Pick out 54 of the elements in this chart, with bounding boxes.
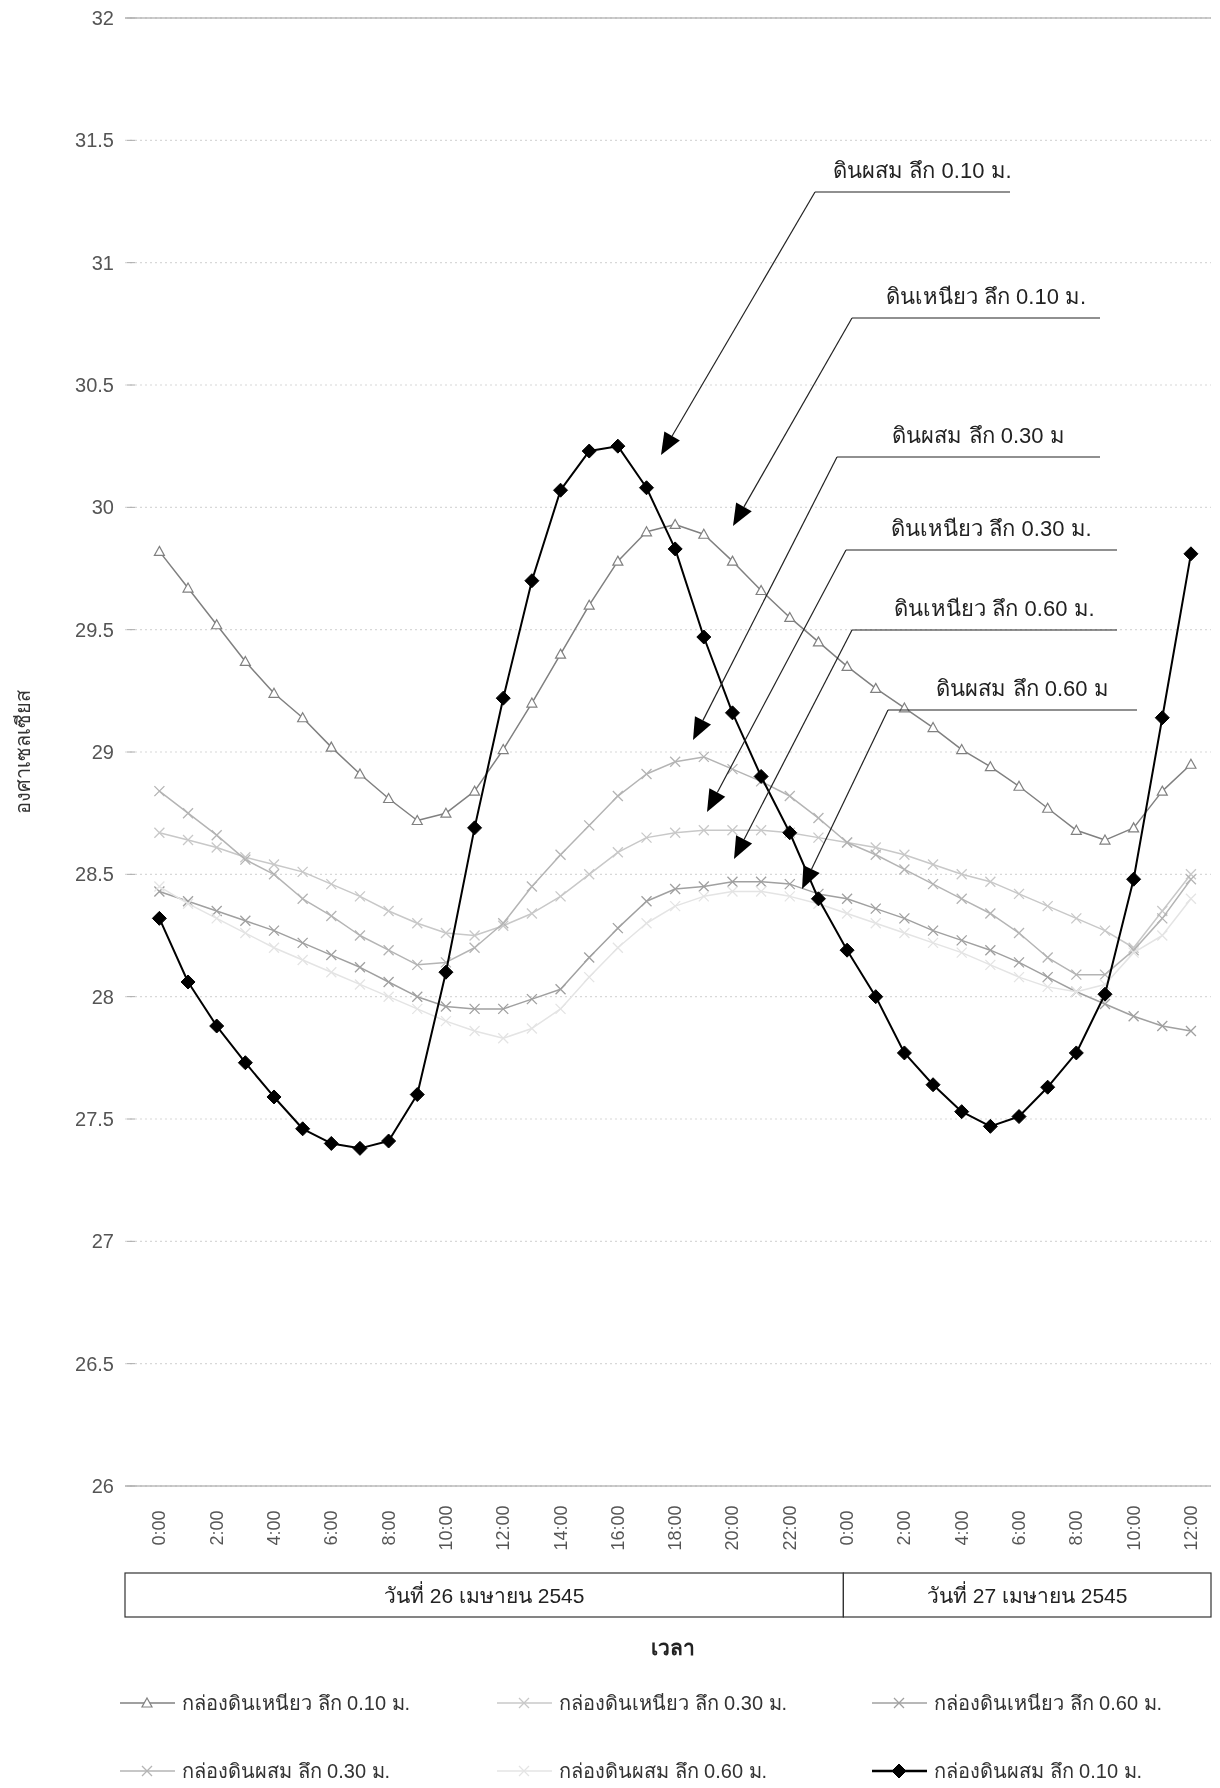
y-tick-label: 28.5	[75, 863, 114, 886]
y-tick-label: 32	[91, 7, 114, 29]
legend-label: กล่องดินผสม ลึก 0.10 ม.	[934, 1760, 1143, 1782]
y-tick-label: 30.5	[75, 374, 114, 396]
y-tick-label: 31.5	[75, 129, 114, 152]
x-tick-label: 4:00	[264, 1510, 284, 1546]
x-tick-label: 6:00	[1009, 1510, 1030, 1546]
legend-item: กล่องดินเหนียว ลึก 0.10 ม.	[119, 1692, 411, 1714]
annotation: ดินผสม ลึก 0.10 ม.	[833, 158, 1012, 183]
text: วันที่ 27 เมษายน 2545	[926, 1581, 1128, 1607]
x-tick-label: 10:00	[435, 1505, 456, 1551]
x-tick-label: 8:00	[378, 1510, 399, 1546]
legend-label: กล่องดินเหนียว ลึก 0.60 ม.	[934, 1692, 1163, 1714]
y-tick-label: 31	[91, 251, 114, 274]
x-tick-label: 22:00	[779, 1505, 800, 1551]
x-tick-label: 18:00	[665, 1505, 686, 1551]
x-tick-label: 16:00	[607, 1505, 628, 1551]
y-tick-label: 30	[91, 496, 114, 519]
legend-label: กล่องดินเหนียว ลึก 0.30 ม.	[559, 1692, 788, 1714]
annotation: ดินผสม ลึก 0.60 ม	[936, 676, 1109, 701]
y-tick-label: 26	[91, 1475, 114, 1497]
x-tick-label: 2:00	[206, 1510, 227, 1546]
annotation: ดินเหนียว ลึก 0.60 ม.	[894, 596, 1095, 621]
y-axis-title: องศาเซลเซียส	[12, 690, 34, 814]
legend-label: กล่องดินเหนียว ลึก 0.10 ม.	[182, 1692, 411, 1714]
x-tick-label: 12:00	[1180, 1505, 1201, 1551]
x-tick-label: 0:00	[149, 1510, 170, 1546]
y-tick-label: 27.5	[75, 1108, 114, 1130]
x-tick-label: 14:00	[550, 1505, 571, 1551]
x-tick-label: 10:00	[1123, 1505, 1144, 1551]
y-tick-label: 28	[91, 985, 114, 1008]
annotation: ดินผสม ลึก 0.30 ม	[892, 423, 1065, 448]
x-tick-label: 4:00	[951, 1510, 972, 1546]
x-tick-label: 0:00	[837, 1510, 858, 1546]
legend-item: กล่องดินผสม ลึก 0.10 ม.	[872, 1760, 1143, 1782]
x-tick-label: 12:00	[493, 1505, 514, 1551]
legend-label: กล่องดินผสม ลึก 0.30 ม.	[182, 1760, 391, 1782]
x-tick-label: 8:00	[1066, 1510, 1087, 1546]
legend-item: กล่องดินผสม ลึก 0.30 ม.	[119, 1760, 391, 1782]
y-tick-label: 27	[91, 1230, 114, 1253]
legend-label: กล่องดินผสม ลึก 0.60 ม.	[559, 1760, 768, 1782]
legend-item: กล่องดินผสม ลึก 0.60 ม.	[496, 1760, 768, 1782]
legend-item: กล่องดินเหนียว ลึก 0.60 ม.	[871, 1692, 1163, 1714]
x-tick-label: 20:00	[722, 1505, 743, 1551]
y-tick-label: 29.5	[75, 618, 114, 641]
x-tick-label: 6:00	[321, 1510, 342, 1546]
annotation: ดินเหนียว ลึก 0.30 ม.	[891, 516, 1092, 541]
annotation: ดินเหนียว ลึก 0.10 ม.	[885, 284, 1087, 309]
y-tick-label: 29	[91, 741, 114, 763]
x-axis-title: เวลา	[651, 1636, 695, 1659]
y-tick-label: 26.5	[75, 1352, 114, 1375]
x-tick-label: 2:00	[894, 1510, 915, 1546]
legend-item: กล่องดินเหนียว ลึก 0.30 ม.	[496, 1692, 788, 1714]
text: วันที่ 26 เมษายน 2545	[383, 1581, 585, 1607]
